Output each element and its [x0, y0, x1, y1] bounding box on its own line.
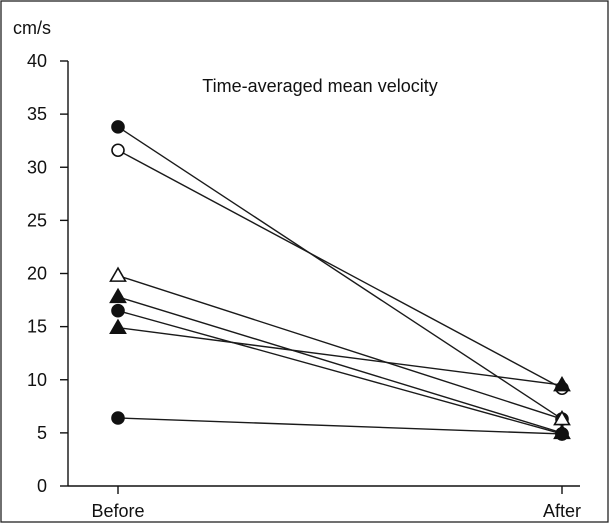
series-4: [109, 287, 571, 440]
data-point-circle: [111, 411, 125, 425]
y-tick-label: 10: [27, 370, 47, 390]
series-1: [111, 120, 569, 426]
series-line: [117, 149, 563, 389]
data-point-circle: [111, 143, 125, 158]
x-tick-label: After: [543, 501, 581, 521]
x-tick-label: Before: [91, 501, 144, 521]
y-tick-label: 0: [37, 476, 47, 496]
y-tick-label: 25: [27, 210, 47, 230]
series-6: [109, 318, 571, 392]
data-point-triangle: [109, 318, 127, 334]
series-3: [109, 266, 571, 426]
series-line: [117, 417, 563, 435]
data-point-triangle: [553, 375, 571, 392]
y-tick-label: 30: [27, 157, 47, 177]
y-tick-label: 5: [37, 423, 47, 443]
series-line: [117, 296, 563, 434]
data-point-triangle: [109, 266, 127, 282]
y-tick-label: 15: [27, 317, 47, 337]
y-tick-label: 35: [27, 104, 47, 124]
data-point-circle: [555, 427, 569, 441]
series-layer: [109, 120, 571, 441]
y-axis-unit-label: cm/s: [13, 18, 51, 38]
y-tick-label: 40: [27, 51, 47, 71]
data-point-circle: [111, 303, 125, 318]
series-7: [111, 411, 569, 441]
y-tick-label: 20: [27, 264, 47, 284]
series-line: [117, 126, 563, 420]
data-point-circle: [111, 120, 125, 134]
axes: 0 5 10 15 20 25 30 35 40 Before After: [27, 51, 581, 521]
series-line: [117, 326, 563, 386]
series-line: [117, 310, 563, 435]
data-point-triangle: [109, 287, 127, 304]
series-line: [117, 274, 563, 420]
chart-title: Time-averaged mean velocity: [202, 76, 437, 96]
